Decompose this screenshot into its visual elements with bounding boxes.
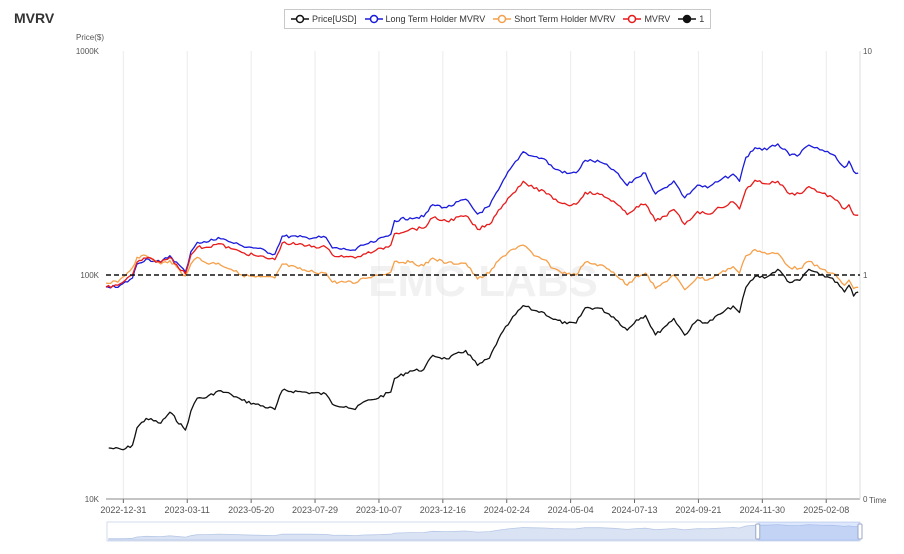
legend-label: Long Term Holder MVRV (385, 14, 486, 24)
x-tick-label: 2024-05-04 (548, 505, 594, 515)
y-axis-left-label: Price($) (76, 33, 104, 42)
series-line (108, 268, 859, 451)
x-tick-label: 2025-02-08 (803, 505, 849, 515)
data-zoom-handle[interactable] (857, 523, 863, 540)
y-right-tick-label: 1 (863, 271, 868, 280)
x-tick-label: 2024-09-21 (675, 505, 721, 515)
data-zoom-window (757, 522, 860, 541)
legend-swatch-icon (493, 14, 512, 24)
legend-label: MVRV (644, 14, 671, 24)
series-line (105, 143, 859, 289)
legend-label: 1 (699, 14, 705, 24)
series-line (105, 179, 859, 289)
page-title: MVRV (14, 10, 55, 26)
x-tick-label: 2023-10-07 (356, 505, 402, 515)
y-right-tick-label: 0 (863, 495, 868, 504)
x-tick-label: 2023-12-16 (420, 505, 466, 515)
chart-legend: Price[USD] Long Term Holder MVRV Short Ter… (284, 9, 712, 29)
legend-item[interactable]: Long Term Holder MVRV (364, 14, 486, 24)
legend-swatch-icon (623, 14, 642, 24)
legend-item[interactable]: Price[USD] (291, 14, 357, 24)
x-tick-label: 2023-03-11 (165, 505, 210, 515)
legend-swatch-icon (291, 14, 309, 24)
data-zoom-track (106, 521, 861, 542)
x-axis-label: Time (869, 496, 887, 505)
y-right-tick-label: 10 (863, 47, 872, 56)
legend-label: Price[USD] (312, 14, 357, 24)
y-left-tick-label: 10K (85, 495, 100, 504)
x-tick-label: 2024-11-30 (740, 505, 785, 515)
x-tick-label: 2023-07-29 (292, 505, 338, 515)
legend-label: Short Term Holder MVRV (514, 14, 616, 24)
x-tick-label: 2024-02-24 (484, 505, 530, 515)
x-tick-label: 2024-07-13 (612, 505, 658, 515)
legend-item[interactable]: MVRV (623, 14, 670, 24)
series-line (105, 244, 859, 291)
watermark: EMC LABS (368, 257, 598, 306)
data-zoom-handle[interactable] (755, 523, 761, 540)
data-zoom-preview (108, 524, 859, 541)
x-tick-label: 2022-12-31 (100, 505, 146, 515)
legend-swatch-icon (364, 14, 383, 24)
y-left-tick-label: 1000K (76, 47, 100, 56)
legend-item[interactable]: 1 (678, 14, 704, 24)
legend-swatch-icon (678, 14, 697, 24)
y-left-tick-label: 100K (80, 271, 99, 280)
legend-item[interactable]: Short Term Holder MVRV (493, 14, 615, 24)
x-tick-label: 2023-05-20 (228, 505, 274, 515)
